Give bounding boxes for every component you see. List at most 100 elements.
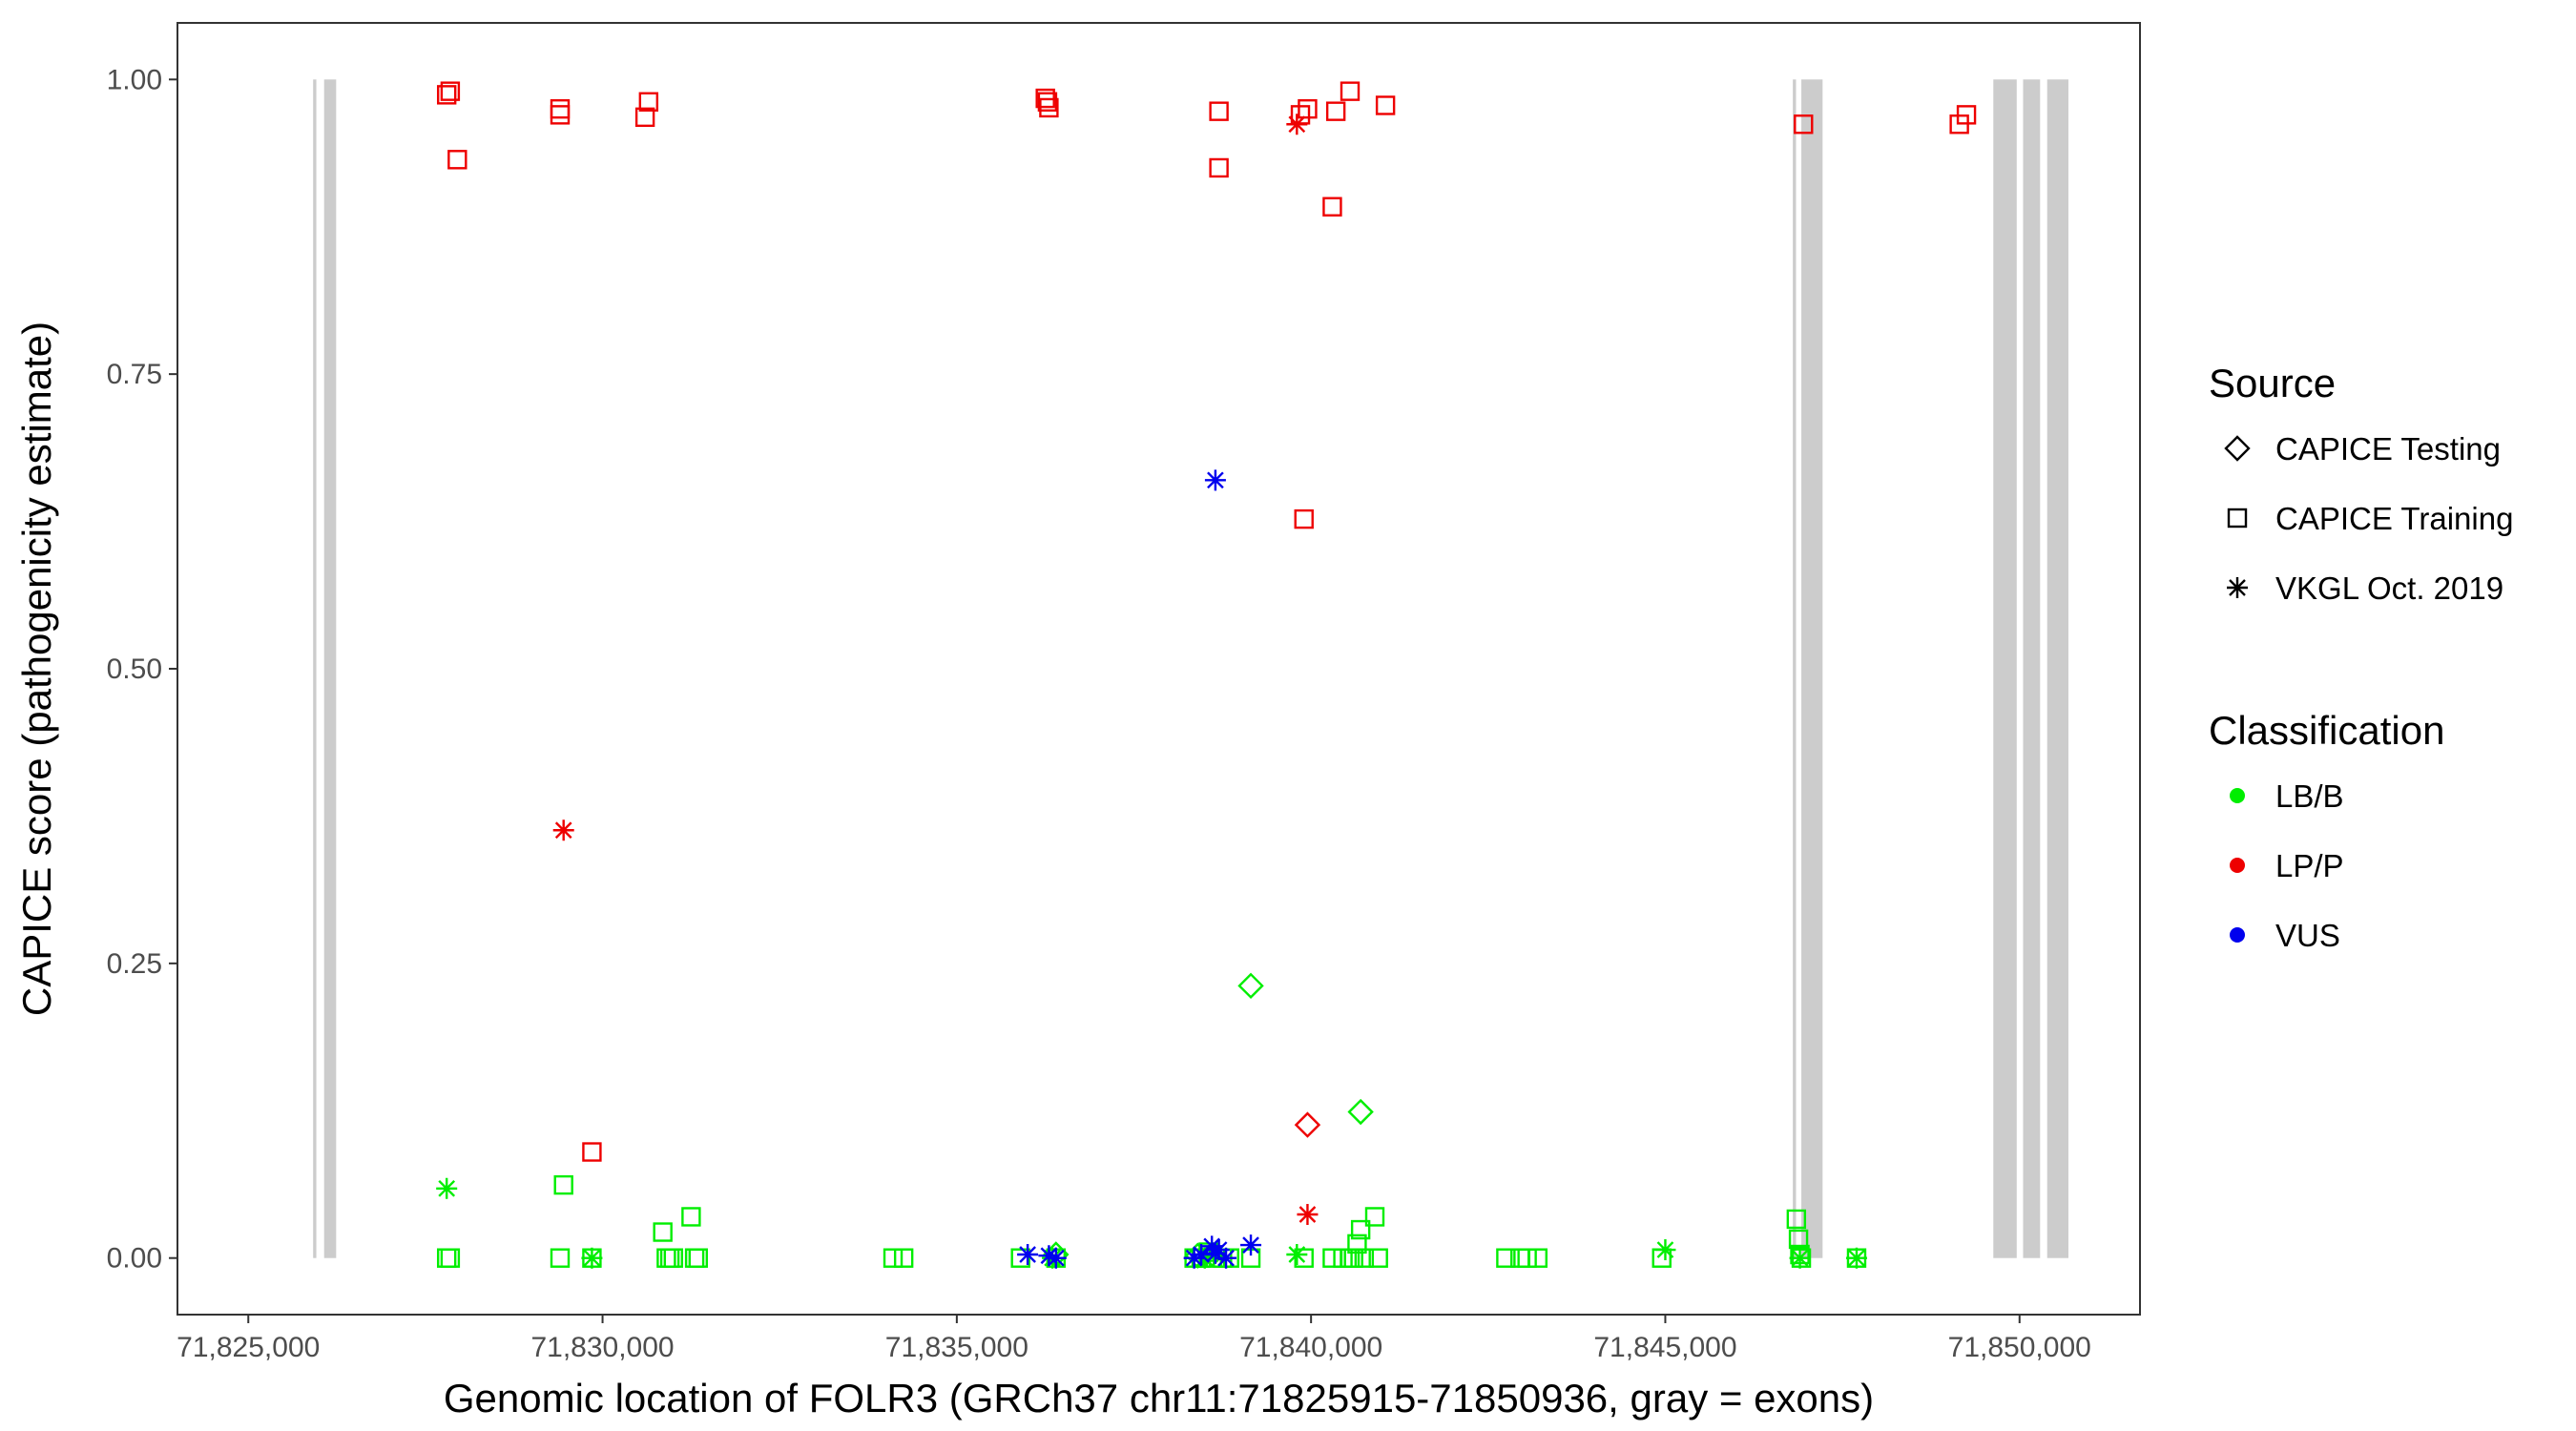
legend-key-square <box>2227 508 2248 529</box>
y-axis-title: CAPICE score (pathogenicity estimate) <box>14 321 59 1016</box>
legend-label-source: CAPICE Testing <box>2275 431 2501 467</box>
point-capice-training-lb-b <box>550 1248 571 1268</box>
exon-bar <box>1801 79 1823 1258</box>
point-vkgl-oct-2019-lb-b <box>1286 1243 1308 1265</box>
legend-title-classification: Classification <box>2209 708 2444 753</box>
point-capice-training-lp-p <box>1037 92 1058 112</box>
point-capice-training-lb-b <box>1347 1234 1367 1255</box>
point-vkgl-oct-2019-lb-b <box>1789 1247 1811 1269</box>
point-vkgl-oct-2019-vus <box>1183 1247 1205 1269</box>
point-capice-training-lb-b <box>1294 1248 1314 1268</box>
point-vkgl-oct-2019-lp-p <box>552 819 574 841</box>
point-vkgl-oct-2019-lb-b <box>436 1177 458 1199</box>
point-capice-training-lb-b <box>883 1248 904 1268</box>
y-tick-label: 0.25 <box>107 948 162 980</box>
point-capice-training-lp-p <box>1322 197 1342 217</box>
point-capice-training-lb-b <box>1322 1248 1342 1268</box>
plot-panel-border <box>177 22 2141 1316</box>
point-vkgl-oct-2019-vus <box>1215 1247 1237 1269</box>
y-tick-label: 0.75 <box>107 359 162 390</box>
legend-label-source: CAPICE Training <box>2275 501 2513 536</box>
legend-key-diamond <box>2224 435 2251 462</box>
x-tick-label: 71,840,000 <box>1239 1332 1382 1363</box>
point-capice-training-lb-b <box>1786 1209 1807 1230</box>
legend-label-classification: VUS <box>2275 918 2340 953</box>
point-capice-training-lb-b <box>1788 1229 1809 1250</box>
point-capice-training-lp-p <box>436 85 457 105</box>
point-vkgl-oct-2019-vus <box>1240 1234 1262 1256</box>
point-capice-training-lb-b <box>1354 1248 1375 1268</box>
exon-bar <box>1793 79 1797 1258</box>
point-vkgl-oct-2019-lb-b <box>581 1247 603 1269</box>
point-capice-training-lp-p <box>582 1142 602 1162</box>
exon-bar <box>2023 79 2041 1258</box>
legend-key-asterisk <box>2227 577 2248 598</box>
point-capice-training-lb-b <box>653 1222 673 1242</box>
point-capice-training-lp-p <box>638 92 659 112</box>
exon-bar <box>2046 79 2068 1258</box>
point-capice-training-lb-b <box>440 1248 461 1268</box>
point-vkgl-oct-2019-vus <box>1038 1245 1060 1267</box>
point-capice-training-lp-p <box>447 150 467 170</box>
point-capice-training-lp-p <box>1325 101 1346 121</box>
axes: 0.00 0.25 0.50 0.75 1.00 71,825,000 71,830,000… <box>107 64 2091 1363</box>
point-capice-testing-lb-b <box>1347 1098 1374 1126</box>
point-capice-training-lp-p <box>1209 101 1229 121</box>
exon-bar <box>1993 79 2017 1258</box>
x-tick-label: 71,845,000 <box>1593 1332 1736 1363</box>
x-tick-label: 71,850,000 <box>1948 1332 2091 1363</box>
point-capice-training-lb-b <box>1368 1248 1388 1268</box>
legend-key-dot <box>2230 858 2245 873</box>
point-capice-training-lb-b <box>893 1248 914 1268</box>
legend-key-dot <box>2230 788 2245 803</box>
point-vkgl-oct-2019-vus <box>1191 1243 1213 1265</box>
point-capice-training-lb-b <box>1364 1207 1385 1227</box>
point-capice-training-lb-b <box>1343 1248 1363 1268</box>
x-axis-title: Genomic location of FOLR3 (GRCh37 chr11:… <box>444 1376 1874 1421</box>
point-capice-training-lb-b <box>1496 1248 1516 1268</box>
legend: Source CAPICE Testing CAPICE Training VKGL … <box>2209 361 2513 953</box>
exon-bar <box>313 79 317 1258</box>
exon-bar <box>323 79 337 1258</box>
x-tick-label: 71,825,000 <box>177 1332 320 1363</box>
point-capice-training-lp-p <box>634 107 655 128</box>
point-capice-training-lb-b <box>1350 1219 1371 1240</box>
point-vkgl-oct-2019-vus <box>1201 1235 1223 1257</box>
exon-bars <box>313 79 2068 1258</box>
point-capice-training-lp-p <box>1294 508 1314 529</box>
point-capice-training-lp-p <box>1039 97 1059 118</box>
point-vkgl-oct-2019-vus <box>1204 469 1226 491</box>
point-vkgl-oct-2019-lb-b <box>1845 1247 1867 1269</box>
point-capice-training-lp-p <box>1209 157 1229 178</box>
point-capice-training-lp-p <box>440 81 461 101</box>
point-capice-training-lp-p <box>1375 95 1396 115</box>
y-tick-label: 0.00 <box>107 1243 162 1275</box>
point-vkgl-oct-2019-vus <box>1208 1239 1230 1261</box>
point-capice-training-lp-p <box>1794 114 1814 135</box>
point-capice-training-lb-b <box>1517 1248 1537 1268</box>
point-capice-testing-lp-p <box>1294 1111 1321 1138</box>
x-tick-label: 71,830,000 <box>530 1332 674 1363</box>
legend-label-classification: LP/P <box>2275 848 2344 883</box>
point-vkgl-oct-2019-vus <box>1045 1247 1067 1269</box>
data-points <box>436 81 1977 1269</box>
point-capice-training-lp-p <box>1340 81 1361 101</box>
point-vkgl-oct-2019-lb-b <box>1654 1239 1676 1261</box>
point-capice-training-lb-b <box>688 1248 709 1268</box>
point-capice-testing-lb-b <box>1237 972 1264 1000</box>
legend-label-classification: LB/B <box>2275 778 2344 814</box>
point-capice-training-lp-p <box>550 98 571 119</box>
point-vkgl-oct-2019-lp-p <box>1297 1203 1319 1225</box>
point-capice-training-lb-b <box>1527 1248 1548 1268</box>
point-capice-training-lb-b <box>663 1248 684 1268</box>
x-tick-label: 71,835,000 <box>885 1332 1028 1363</box>
y-tick-label: 1.00 <box>107 64 162 95</box>
point-capice-training-lb-b <box>681 1207 701 1227</box>
y-tick-label: 0.50 <box>107 653 162 685</box>
legend-label-source: VKGL Oct. 2019 <box>2275 570 2503 606</box>
legend-key-dot <box>2230 927 2245 943</box>
point-vkgl-oct-2019-vus <box>1017 1243 1039 1265</box>
point-vkgl-oct-2019-lp-p <box>1286 114 1308 135</box>
point-capice-training-lb-b <box>553 1174 573 1195</box>
